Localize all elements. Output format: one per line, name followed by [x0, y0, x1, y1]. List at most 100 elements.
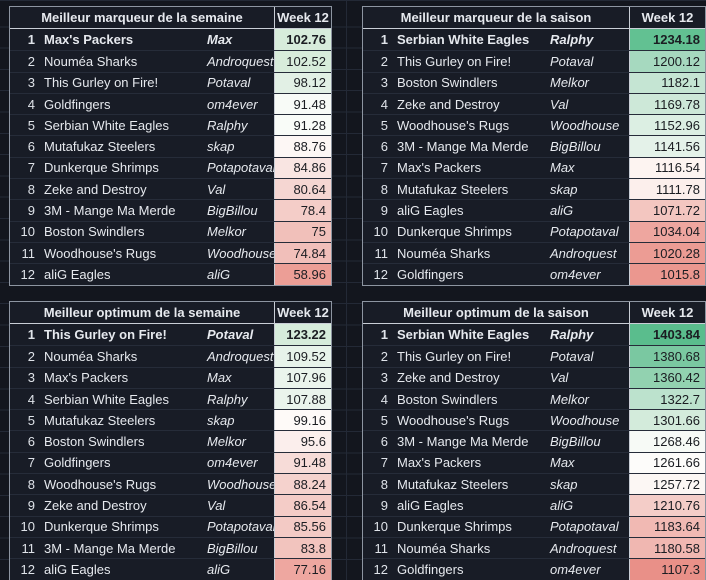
value-cell[interactable]: 86.54: [274, 495, 331, 516]
team-cell[interactable]: This Gurley on Fire!: [397, 53, 512, 69]
value-cell[interactable]: 1141.56: [629, 136, 705, 157]
owner-cell[interactable]: BigBillou: [207, 540, 258, 556]
owner-cell[interactable]: Max: [550, 455, 575, 471]
owner-cell[interactable]: Ralphy: [550, 327, 594, 343]
value-cell[interactable]: 99.16: [274, 410, 331, 431]
team-cell[interactable]: aliG Eagles: [44, 561, 111, 577]
owner-cell[interactable]: om4ever: [550, 561, 601, 577]
value-cell[interactable]: 95.6: [274, 431, 331, 452]
rank-cell[interactable]: 8: [380, 476, 388, 492]
team-cell[interactable]: Nouméa Sharks: [44, 348, 138, 364]
owner-cell[interactable]: Max: [550, 160, 575, 176]
value-cell[interactable]: 102.52: [274, 51, 331, 72]
rank-cell[interactable]: 12: [373, 561, 388, 577]
team-cell[interactable]: Nouméa Sharks: [44, 53, 138, 69]
team-cell[interactable]: Zeke and Destroy: [397, 96, 500, 112]
team-cell[interactable]: Mutafukaz Steelers: [397, 476, 509, 492]
value-cell[interactable]: 109.52: [274, 346, 331, 367]
rank-cell[interactable]: 7: [380, 455, 388, 471]
team-cell[interactable]: Mutafukaz Steelers: [397, 181, 509, 197]
rank-cell[interactable]: 2: [27, 53, 35, 69]
rank-cell[interactable]: 1: [380, 327, 388, 343]
value-cell[interactable]: 1107.3: [629, 559, 705, 580]
value-cell[interactable]: 1268.46: [629, 431, 705, 452]
team-cell[interactable]: Max's Packers: [44, 370, 129, 386]
rank-cell[interactable]: 5: [27, 412, 35, 428]
rank-cell[interactable]: 11: [21, 540, 36, 556]
team-cell[interactable]: Nouméa Sharks: [397, 245, 491, 261]
owner-cell[interactable]: Val: [550, 370, 569, 386]
rank-cell[interactable]: 1: [27, 327, 35, 343]
value-cell[interactable]: 107.96: [274, 367, 331, 388]
team-cell[interactable]: Dunkerque Shrimps: [397, 519, 512, 535]
team-cell[interactable]: Nouméa Sharks: [397, 540, 491, 556]
rank-cell[interactable]: 5: [27, 117, 35, 133]
rank-cell[interactable]: 6: [27, 139, 35, 155]
owner-cell[interactable]: Potapotaval: [207, 160, 274, 176]
owner-cell[interactable]: Androquest: [207, 348, 274, 364]
team-cell[interactable]: Dunkerque Shrimps: [44, 519, 159, 535]
rank-cell[interactable]: 10: [20, 224, 35, 240]
owner-cell[interactable]: Max: [207, 32, 233, 48]
table-title[interactable]: Meilleur optimum de la semaine: [43, 305, 241, 320]
team-cell[interactable]: Boston Swindlers: [44, 434, 145, 450]
owner-cell[interactable]: Val: [550, 96, 569, 112]
rank-cell[interactable]: 1: [380, 32, 388, 48]
owner-cell[interactable]: Melkor: [207, 224, 247, 240]
rank-cell[interactable]: 6: [380, 434, 388, 450]
owner-cell[interactable]: Potaval: [207, 327, 254, 343]
value-cell[interactable]: 98.12: [274, 72, 331, 93]
owner-cell[interactable]: Woodhouse: [207, 245, 274, 261]
rank-cell[interactable]: 8: [27, 181, 35, 197]
team-cell[interactable]: Max's Packers: [397, 160, 482, 176]
rank-cell[interactable]: 3: [27, 75, 35, 91]
value-cell[interactable]: 91.28: [274, 115, 331, 136]
rank-cell[interactable]: 2: [380, 348, 388, 364]
owner-cell[interactable]: aliG: [550, 203, 574, 219]
team-cell[interactable]: Max's Packers: [397, 455, 482, 471]
owner-cell[interactable]: Melkor: [550, 391, 590, 407]
rank-cell[interactable]: 12: [20, 561, 35, 577]
value-cell[interactable]: 1403.84: [629, 324, 705, 346]
value-cell[interactable]: 1034.04: [629, 221, 705, 242]
team-cell[interactable]: Serbian White Eagles: [44, 117, 170, 133]
owner-cell[interactable]: Androquest: [207, 53, 274, 69]
rank-cell[interactable]: 6: [27, 434, 35, 450]
team-cell[interactable]: 3M - Mange Ma Merde: [44, 540, 176, 556]
rank-cell[interactable]: 11: [374, 245, 389, 261]
value-cell[interactable]: 1257.72: [629, 474, 705, 495]
owner-cell[interactable]: Potaval: [550, 348, 594, 364]
team-cell[interactable]: Boston Swindlers: [397, 391, 498, 407]
value-cell[interactable]: 91.48: [274, 93, 331, 115]
owner-cell[interactable]: Melkor: [550, 75, 590, 91]
owner-cell[interactable]: om4ever: [207, 96, 258, 112]
owner-cell[interactable]: Potapotaval: [207, 519, 274, 535]
team-cell[interactable]: Woodhouse's Rugs: [397, 117, 510, 133]
value-cell[interactable]: 88.24: [274, 474, 331, 495]
value-cell[interactable]: 1301.66: [629, 410, 705, 431]
owner-cell[interactable]: om4ever: [207, 455, 258, 471]
rank-cell[interactable]: 1: [27, 32, 35, 48]
table-title[interactable]: Meilleur optimum de la saison: [403, 305, 589, 320]
value-cell[interactable]: 1183.64: [629, 516, 705, 537]
team-cell[interactable]: Woodhouse's Rugs: [397, 412, 510, 428]
owner-cell[interactable]: Val: [207, 181, 226, 197]
rank-cell[interactable]: 4: [27, 96, 35, 112]
value-cell[interactable]: 1360.42: [629, 367, 705, 388]
owner-cell[interactable]: Woodhouse: [550, 412, 620, 428]
team-cell[interactable]: Serbian White Eagles: [397, 32, 530, 48]
value-cell[interactable]: 84.86: [274, 157, 331, 179]
rank-cell[interactable]: 8: [27, 476, 35, 492]
table-title[interactable]: Meilleur marqueur de la saison: [400, 10, 592, 25]
value-cell[interactable]: 1182.1: [629, 72, 705, 93]
team-cell[interactable]: Max's Packers: [44, 32, 134, 48]
rank-cell[interactable]: 4: [27, 391, 35, 407]
owner-cell[interactable]: Potaval: [207, 75, 251, 91]
value-cell[interactable]: 91.48: [274, 452, 331, 474]
value-cell[interactable]: 85.56: [274, 516, 331, 537]
team-cell[interactable]: This Gurley on Fire!: [44, 75, 159, 91]
rank-cell[interactable]: 4: [380, 391, 388, 407]
team-cell[interactable]: Mutafukaz Steelers: [44, 139, 156, 155]
owner-cell[interactable]: BigBillou: [550, 139, 601, 155]
owner-cell[interactable]: Ralphy: [550, 32, 594, 48]
